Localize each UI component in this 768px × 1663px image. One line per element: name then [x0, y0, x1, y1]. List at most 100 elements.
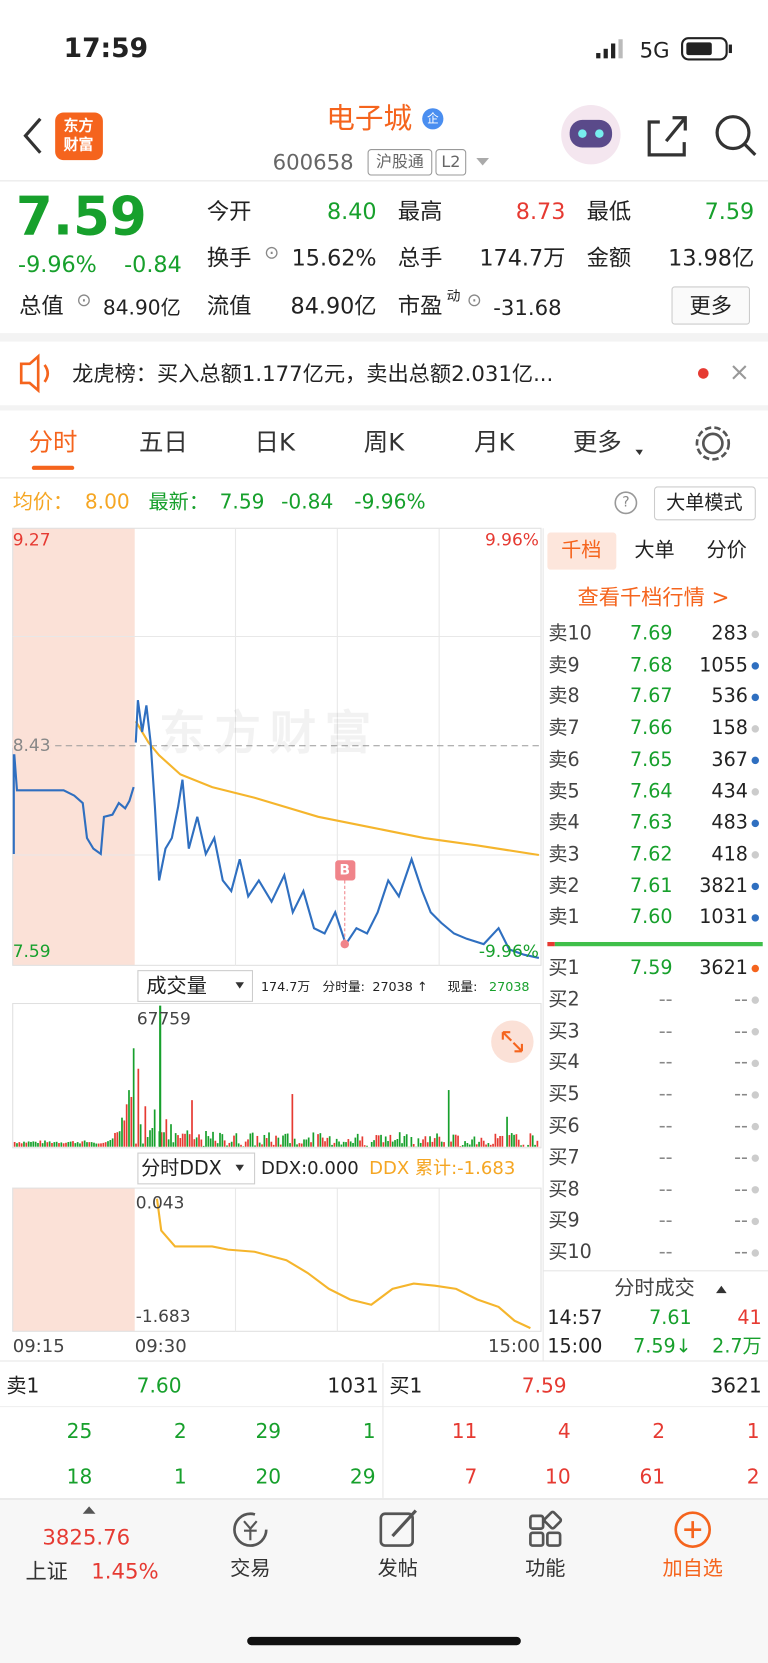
field-value: -31.68 [493, 294, 562, 321]
volume-selector[interactable]: 成交量 [146, 974, 207, 998]
volume-bar [67, 1142, 70, 1147]
bid-price: 7.59 [630, 956, 673, 980]
volume-bar [396, 1139, 399, 1147]
volume-bar [352, 1142, 354, 1147]
book-tab[interactable]: 大单 [634, 538, 675, 562]
volume-bar [398, 1132, 401, 1147]
volume-bar [520, 1145, 522, 1147]
book-tab[interactable]: 分价 [706, 538, 747, 562]
volume-bar [263, 1134, 266, 1147]
index-name[interactable]: 上证 [25, 1558, 68, 1584]
tab[interactable]: 日K [254, 429, 295, 457]
notice[interactable]: 龙虎榜：买入总额1.177亿元，卖出总额2.031亿... [72, 360, 554, 387]
volume-bar [354, 1137, 357, 1147]
book-link[interactable]: 查看千档行情 > [577, 584, 730, 610]
volume-bar [93, 1142, 95, 1147]
volume-bar [277, 1137, 280, 1147]
bid-volume: -- [734, 1114, 748, 1138]
field-label: 市盈 [397, 293, 443, 319]
volume-bar [443, 1142, 445, 1147]
trade-volume: 41 [737, 1306, 762, 1330]
trades-title[interactable]: 分时成交 [614, 1276, 695, 1301]
volume-bar [359, 1140, 361, 1147]
volume-bar [51, 1143, 53, 1147]
tab[interactable]: 五日 [138, 429, 188, 457]
ask-price: 7.62 [630, 843, 673, 866]
volume-bar [387, 1141, 389, 1147]
volume-bar [286, 1133, 289, 1147]
volume-bar [228, 1142, 231, 1147]
ask-dot [751, 914, 760, 922]
tab[interactable]: 月K [474, 429, 515, 457]
volume-bar [300, 1143, 303, 1147]
volume-bar [53, 1142, 56, 1147]
volume-bar [534, 1144, 536, 1147]
volume-bar [401, 1143, 403, 1147]
volume-bar [433, 1138, 436, 1147]
volume-bar [95, 1143, 98, 1147]
volume-bar [198, 1134, 200, 1147]
book-tab[interactable]: 千档 [561, 538, 602, 562]
tab[interactable]: 周K [363, 429, 405, 457]
volume-bar [489, 1144, 492, 1147]
status-network: 5G [639, 37, 670, 63]
field-value: 84.90亿 [102, 296, 181, 320]
nav-item[interactable]: 发帖 [377, 1556, 418, 1581]
volume-bar [531, 1135, 534, 1147]
index-pct[interactable]: 1.45% [91, 1558, 159, 1584]
volume-bar [86, 1142, 88, 1147]
queue-order: 10 [545, 1465, 571, 1489]
volume-bar [46, 1142, 49, 1147]
bid-dot [751, 1249, 760, 1257]
ask-volume: 283 [711, 622, 748, 645]
index-value[interactable]: 3825.76 [42, 1524, 131, 1550]
nav-item[interactable]: 交易 [230, 1556, 271, 1581]
mode-button[interactable]: 大单模式 [666, 492, 743, 515]
volume-bar [473, 1136, 476, 1147]
volume-bar [487, 1143, 490, 1147]
volume-bar [424, 1136, 427, 1147]
trade-volume: 2.7万 [712, 1335, 762, 1358]
volume-bar [207, 1136, 210, 1147]
volume-bar [62, 1143, 65, 1147]
volume-bar [142, 1143, 144, 1147]
field-value: 174.7万 [479, 245, 566, 272]
ask-price: 7.69 [630, 622, 673, 645]
volume-bar [289, 1143, 291, 1147]
volume-bar [69, 1141, 72, 1147]
bid-volume: -- [734, 1241, 748, 1264]
bid-dot [751, 1186, 760, 1194]
volume-bar [296, 1144, 298, 1147]
ask-price: 7.68 [630, 654, 673, 677]
nav-item[interactable]: 加自选 [662, 1556, 723, 1581]
volume-bar [370, 1141, 373, 1147]
volume-bar [76, 1142, 79, 1147]
field-label: 换手 [206, 245, 252, 272]
volume-bar [221, 1134, 224, 1147]
help-icon[interactable]: ? [622, 494, 630, 511]
volume-bar [32, 1141, 35, 1147]
volume-bar [240, 1144, 242, 1147]
volume-bar [172, 1142, 175, 1147]
volume-bar [291, 1094, 294, 1147]
tab[interactable]: 分时 [28, 429, 78, 457]
latest-change: -0.84 [281, 490, 334, 514]
volume-bar [223, 1140, 226, 1147]
volume-bar [144, 1106, 147, 1147]
price: 7.59 [15, 185, 147, 248]
info-icon: ⊙ [264, 242, 280, 264]
volume-bar [377, 1135, 380, 1147]
buy-marker[interactable]: B [339, 862, 351, 879]
volume-bar [375, 1135, 378, 1147]
change: -0.84 [124, 251, 182, 278]
nav-item[interactable]: 功能 [525, 1556, 566, 1581]
more-label[interactable]: 更多 [689, 292, 732, 319]
bid-dot [751, 1154, 760, 1162]
more-button[interactable] [671, 286, 750, 325]
tab[interactable]: 更多 [572, 429, 622, 457]
ask-price: 7.60 [630, 906, 673, 929]
volume-bar [48, 1141, 51, 1147]
ask-label: 卖7 [548, 717, 580, 740]
ask-volume: 536 [711, 685, 748, 708]
ddx-selector[interactable]: 分时DDX [141, 1157, 222, 1180]
